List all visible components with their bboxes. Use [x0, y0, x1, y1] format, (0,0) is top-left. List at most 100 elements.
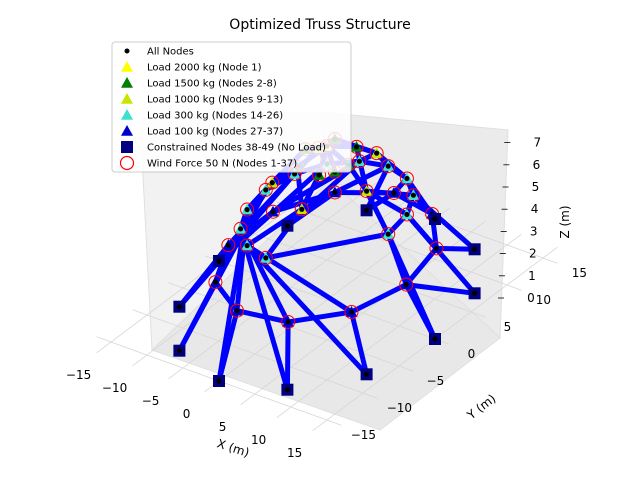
- wind-force-marker: [230, 303, 244, 318]
- grid-line-y: [240, 228, 486, 318]
- y-tick-label: −15: [351, 428, 376, 442]
- z-tick-label: 6: [533, 158, 541, 172]
- legend: All Nodes Load 2000 kg (Node 1) Load 1500 …: [111, 41, 352, 173]
- legend-label: Load 2000 kg (Node 1): [147, 63, 262, 74]
- truss-member: [234, 308, 291, 325]
- node-dot: [244, 242, 250, 249]
- truss-member: [403, 245, 439, 288]
- node-dot: [432, 216, 438, 222]
- node-dot: [299, 206, 305, 212]
- node-dot: [316, 172, 322, 178]
- x-tick-label: 15: [287, 446, 302, 460]
- wind-force-marker: [386, 185, 401, 200]
- wind-force-marker: [381, 159, 396, 174]
- legend-label: Load 100 kg (Nodes 27-37): [147, 127, 283, 138]
- wind-force-marker: [294, 202, 309, 217]
- node-dot: [472, 290, 478, 296]
- truss-member: [348, 309, 370, 377]
- x-tick-label: −5: [142, 394, 160, 408]
- wind-force-marker: [258, 250, 273, 265]
- node-dot: [364, 188, 370, 194]
- grid-line-y: [204, 255, 450, 345]
- wind-force-marker: [399, 171, 414, 186]
- legend-marker-circle: [119, 155, 135, 171]
- node-dot: [403, 282, 409, 288]
- x-tick-label: 10: [251, 433, 266, 447]
- wind-force-marker: [266, 204, 280, 219]
- wind-force-marker: [352, 154, 367, 169]
- node-dot: [238, 226, 244, 232]
- legend-marker-triangle: [121, 61, 133, 72]
- node-dot: [284, 223, 290, 229]
- y-tick-label: 10: [536, 293, 551, 307]
- wind-force-marker: [429, 241, 444, 256]
- wind-force-marker: [399, 207, 414, 222]
- y-tick-label: 0: [468, 347, 476, 361]
- node-dot: [385, 231, 391, 237]
- node-dot: [410, 192, 416, 198]
- wind-force-marker: [359, 184, 374, 199]
- legend-marker-square: [121, 141, 133, 153]
- z-tick-label: 1: [528, 269, 536, 283]
- node-dot: [348, 309, 355, 315]
- node-dot: [176, 348, 182, 354]
- node-dot: [270, 209, 276, 215]
- node-dot: [374, 150, 380, 156]
- wind-force-marker: [406, 188, 421, 203]
- truss-member: [284, 319, 291, 393]
- node-dot: [263, 255, 269, 261]
- z-tick-label: 7: [533, 136, 541, 150]
- legend-marker-triangle: [121, 77, 133, 88]
- node-dot: [216, 258, 222, 264]
- legend-label: Load 1000 kg (Nodes 9-13): [147, 95, 283, 106]
- y-tick-label: −10: [387, 401, 412, 415]
- legend-label: All Nodes: [147, 47, 194, 58]
- node-dot: [285, 319, 291, 325]
- node-dot: [269, 180, 275, 186]
- x-tick-label: 5: [219, 420, 227, 434]
- wind-force-marker: [240, 238, 255, 253]
- legend-marker-dot: [124, 48, 130, 54]
- wind-force-marker: [344, 305, 359, 320]
- node-dot: [244, 206, 250, 213]
- truss-member: [356, 158, 391, 169]
- node-dot: [472, 246, 478, 252]
- truss-member: [244, 243, 370, 377]
- legend-label: Wind Force 50 N (Nodes 1-37): [147, 159, 297, 170]
- x-tick-label: −10: [102, 381, 127, 395]
- pane-floor: [151, 179, 501, 431]
- node-dot: [284, 387, 290, 393]
- z-tick-label: 0: [527, 291, 535, 305]
- truss-member: [244, 206, 305, 249]
- truss-member: [263, 231, 391, 261]
- z-tick-label: 2: [529, 247, 537, 261]
- node-dot: [391, 190, 397, 196]
- legend-marker-triangle: [121, 125, 133, 136]
- grid-line-y: [276, 201, 522, 291]
- truss-member: [403, 282, 478, 296]
- wind-force-marker: [327, 185, 342, 200]
- wind-force-marker: [240, 202, 255, 217]
- legend-label: Load 300 kg (Nodes 14-26): [147, 111, 283, 122]
- chart-title: Optimized Truss Structure: [229, 17, 410, 33]
- x-tick-labels: −15 −10 −5 0 5 10 15: [66, 368, 302, 460]
- node-dot: [404, 175, 410, 182]
- wind-force-marker: [281, 314, 296, 329]
- node-dot: [292, 171, 298, 177]
- node-dot: [364, 207, 370, 213]
- node-dot: [332, 189, 338, 196]
- node-dot: [234, 308, 240, 314]
- truss-member: [285, 309, 354, 325]
- truss-member: [332, 163, 391, 195]
- legend-marker-triangle: [121, 109, 133, 120]
- node-dot: [364, 371, 370, 377]
- y-tick-label: −5: [427, 374, 445, 388]
- truss-member: [364, 163, 391, 213]
- truss-member: [404, 211, 478, 296]
- wind-force-marker: [208, 275, 223, 290]
- node-dot: [176, 304, 182, 310]
- legend-label: Load 1500 kg (Nodes 2-8): [147, 79, 277, 90]
- z-axis-label: Z (m): [558, 205, 572, 238]
- node-dot: [263, 187, 269, 193]
